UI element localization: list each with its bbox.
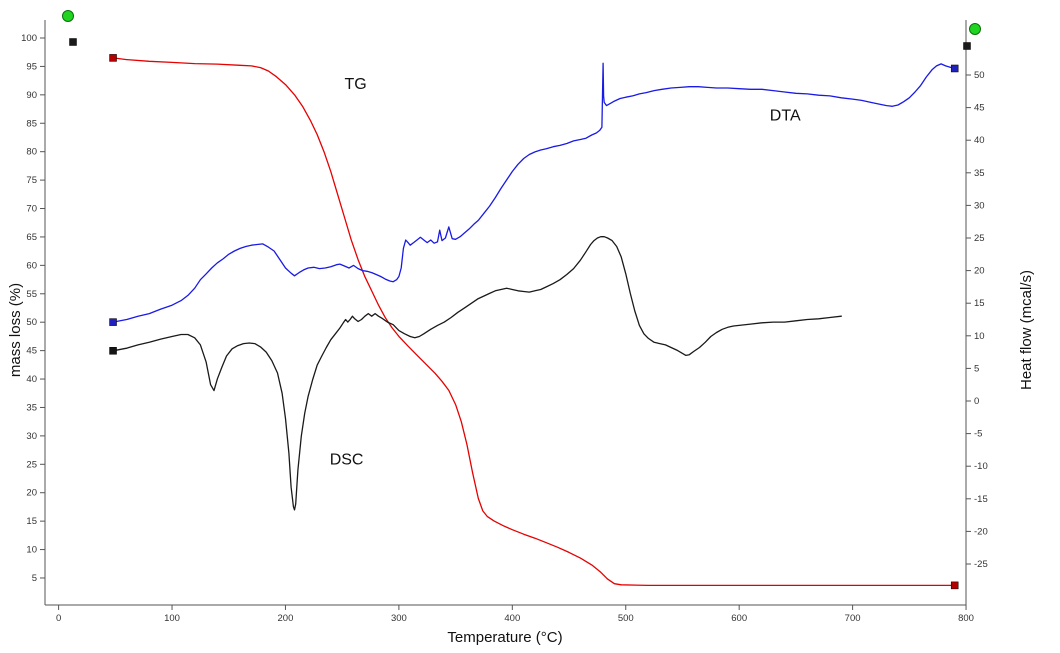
axes xyxy=(44,20,967,606)
handle-square-top-right xyxy=(963,42,971,50)
y-left-tick-label: 10 xyxy=(26,545,37,556)
handle-circle-top-right xyxy=(969,23,981,35)
y-left-tick-label: 45 xyxy=(26,346,37,357)
y-right-tick-label: 20 xyxy=(974,266,985,277)
y-left-tick-label: 70 xyxy=(26,204,37,215)
x-tick-label: 100 xyxy=(164,613,180,624)
y-right-tick-label: 25 xyxy=(974,233,985,244)
y-right-tick-label: -25 xyxy=(974,559,988,570)
y-right-tick-label: 30 xyxy=(974,200,985,211)
tg-start-marker xyxy=(109,54,117,62)
y-left-tick-label: 75 xyxy=(26,175,37,186)
y-left-tick-label: 90 xyxy=(26,90,37,101)
x-tick-label: 700 xyxy=(845,613,861,624)
x-tick-label: 500 xyxy=(618,613,634,624)
dsc-start-marker xyxy=(109,347,117,355)
curve-labels: TG DTA DSC xyxy=(330,76,801,468)
tg-end-marker xyxy=(950,581,959,590)
y-left-tick-label: 35 xyxy=(26,402,37,413)
y-right-tick-label: -20 xyxy=(974,526,988,537)
x-axis-title: Temperature (°C) xyxy=(447,629,562,646)
y-left-tick-label: 30 xyxy=(26,431,37,442)
x-tick-label: 400 xyxy=(504,613,520,624)
y-left-tick-label: 50 xyxy=(26,317,37,328)
y-left-tick-label: 80 xyxy=(26,147,37,158)
dta-label: DTA xyxy=(770,107,801,124)
y-right-tick-label: 5 xyxy=(974,363,979,374)
dta-end-marker xyxy=(950,64,959,73)
handle-square-top-left xyxy=(69,38,77,46)
y-left-tick-label: 5 xyxy=(32,573,37,584)
y-left-tick-label: 100 xyxy=(21,33,37,44)
dsc-curve xyxy=(112,236,842,511)
y-right-tick-label: 10 xyxy=(974,331,985,342)
y-left-tick-label: 85 xyxy=(26,118,37,129)
x-tick-label: 0 xyxy=(56,613,61,624)
dsc-label: DSC xyxy=(330,451,364,468)
tg-curve xyxy=(112,57,956,587)
y-right-tick-label: -15 xyxy=(974,494,988,505)
y-right-tick-label: 45 xyxy=(974,103,985,114)
y-right-tick-label: 35 xyxy=(974,168,985,179)
x-tick-label: 300 xyxy=(391,613,407,624)
handle-circle-top-left xyxy=(62,10,74,22)
y-left-tick-label: 65 xyxy=(26,232,37,243)
dta-start-marker xyxy=(109,318,117,326)
tick-marks: 0 100 200 300 400 500 600 700 800510152025303540… xyxy=(21,33,988,624)
y-left-tick-label: 55 xyxy=(26,289,37,300)
corner-markers xyxy=(62,10,981,50)
x-tick-label: 200 xyxy=(278,613,294,624)
y-left-tick-label: 15 xyxy=(26,516,37,527)
y-left-tick-label: 60 xyxy=(26,260,37,271)
y-axis-left-title: mass loss (%) xyxy=(7,283,24,377)
y-right-tick-label: 0 xyxy=(974,396,979,407)
y-right-tick-label: 40 xyxy=(974,135,985,146)
y-axis-right-title: Heat flow (mcal/s) xyxy=(1018,270,1035,390)
x-tick-label: 800 xyxy=(958,613,974,624)
x-tick-label: 600 xyxy=(731,613,747,624)
y-left-tick-label: 95 xyxy=(26,61,37,72)
y-left-tick-label: 20 xyxy=(26,488,37,499)
y-right-tick-label: -5 xyxy=(974,429,982,440)
y-right-tick-label: -10 xyxy=(974,461,988,472)
y-right-tick-label: 15 xyxy=(974,298,985,309)
dta-curve xyxy=(112,62,956,323)
y-left-tick-label: 25 xyxy=(26,459,37,470)
data-series xyxy=(109,54,959,590)
tg-label: TG xyxy=(344,76,366,93)
y-left-tick-label: 40 xyxy=(26,374,37,385)
y-right-tick-label: 50 xyxy=(974,70,985,81)
